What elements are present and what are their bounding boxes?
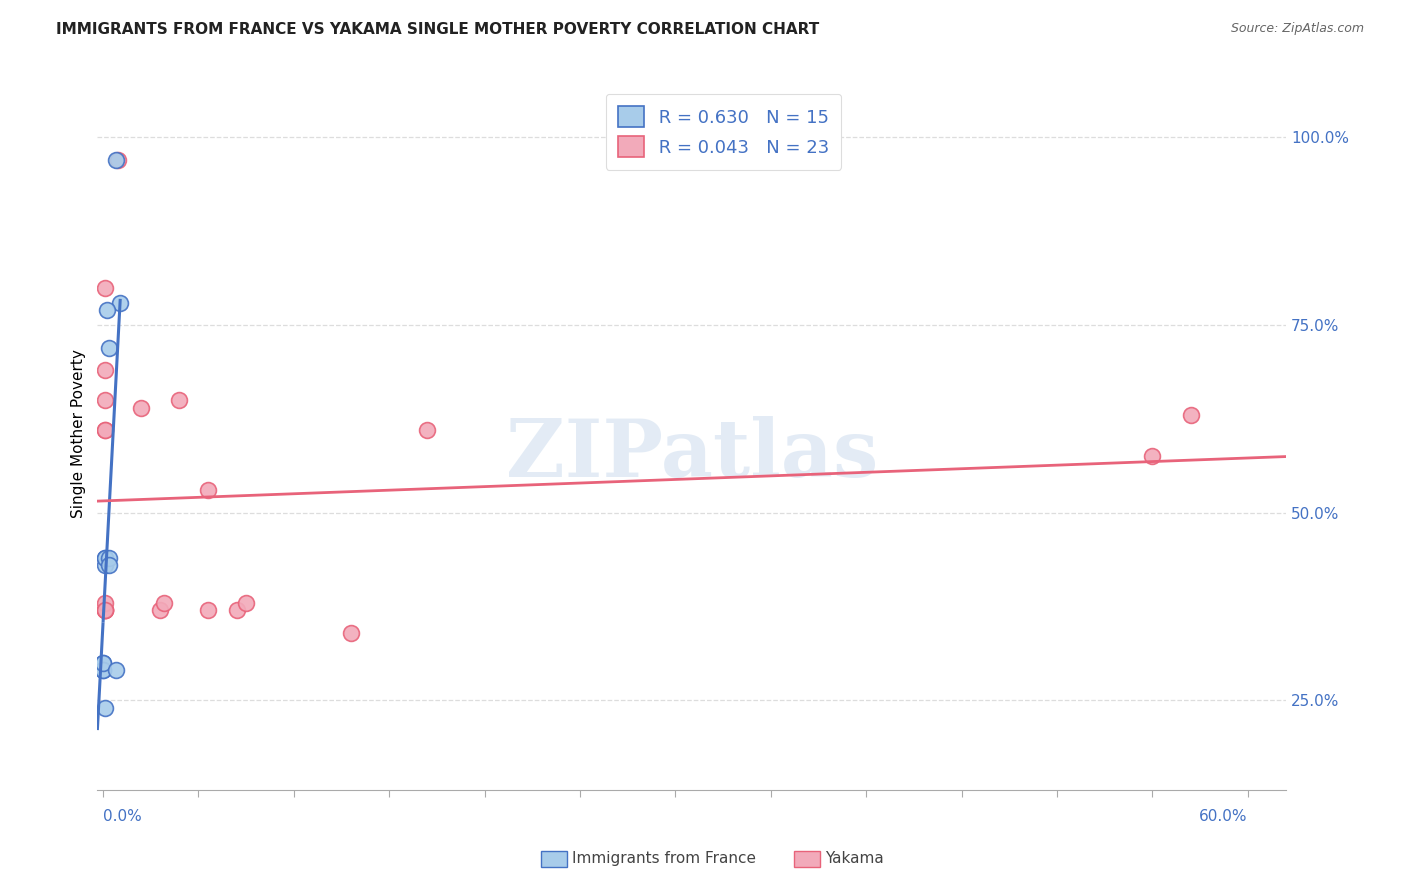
- Point: [94, 603, 117, 617]
- Text: ZIPatlas: ZIPatlas: [506, 417, 877, 494]
- Point: [105, 153, 128, 167]
- Point: [225, 603, 247, 617]
- Point: [94, 280, 117, 294]
- Text: Yakama: Yakama: [825, 852, 884, 866]
- Point: [96, 303, 118, 318]
- Point: [94, 596, 117, 610]
- Point: [94, 603, 117, 617]
- Point: [94, 363, 117, 377]
- Text: Immigrants from France: Immigrants from France: [572, 852, 756, 866]
- Point: [197, 483, 219, 498]
- Text: 0.0%: 0.0%: [103, 809, 142, 824]
- Text: IMMIGRANTS FROM FRANCE VS YAKAMA SINGLE MOTHER POVERTY CORRELATION CHART: IMMIGRANTS FROM FRANCE VS YAKAMA SINGLE …: [56, 22, 820, 37]
- Text: Source: ZipAtlas.com: Source: ZipAtlas.com: [1230, 22, 1364, 36]
- Point: [97, 550, 120, 565]
- Point: [235, 596, 257, 610]
- Point: [107, 153, 129, 167]
- Point: [97, 558, 120, 573]
- Point: [1180, 408, 1202, 422]
- Point: [94, 423, 117, 437]
- Point: [149, 603, 172, 617]
- Point: [129, 401, 152, 415]
- Point: [91, 656, 114, 670]
- Point: [94, 550, 117, 565]
- Point: [105, 663, 128, 677]
- Legend:  R = 0.630   N = 15,  R = 0.043   N = 23: R = 0.630 N = 15, R = 0.043 N = 23: [606, 94, 841, 169]
- Text: 60.0%: 60.0%: [1199, 809, 1247, 824]
- Point: [94, 603, 117, 617]
- Point: [197, 603, 219, 617]
- Point: [91, 663, 114, 677]
- Point: [94, 550, 117, 565]
- Point: [169, 393, 191, 408]
- Point: [1142, 450, 1164, 464]
- Point: [110, 295, 132, 310]
- Point: [94, 393, 117, 408]
- Point: [94, 558, 117, 573]
- Point: [340, 625, 363, 640]
- Point: [153, 596, 176, 610]
- Point: [94, 603, 117, 617]
- Point: [94, 701, 117, 715]
- Point: [94, 423, 117, 437]
- Point: [416, 423, 439, 437]
- Point: [91, 663, 114, 677]
- Point: [91, 656, 114, 670]
- Y-axis label: Single Mother Poverty: Single Mother Poverty: [72, 350, 86, 518]
- Point: [97, 341, 120, 355]
